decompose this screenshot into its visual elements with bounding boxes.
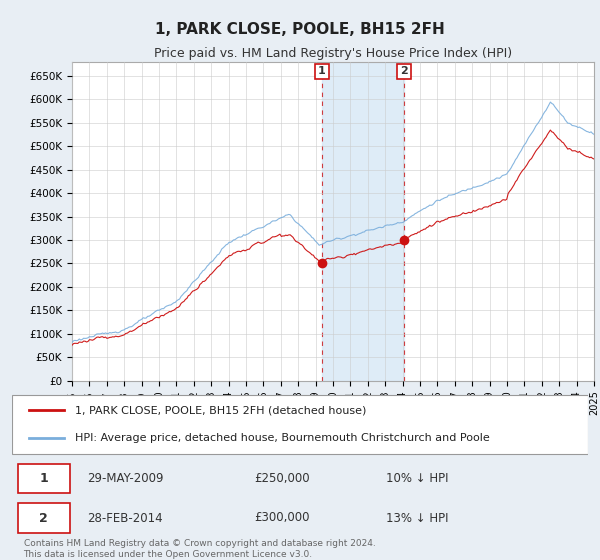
Text: £300,000: £300,000 — [254, 511, 310, 525]
Text: 13% ↓ HPI: 13% ↓ HPI — [386, 511, 449, 525]
Text: HPI: Average price, detached house, Bournemouth Christchurch and Poole: HPI: Average price, detached house, Bour… — [76, 433, 490, 444]
Text: 1: 1 — [318, 67, 326, 76]
Text: 1: 1 — [40, 472, 48, 486]
Text: Contains HM Land Registry data © Crown copyright and database right 2024.: Contains HM Land Registry data © Crown c… — [23, 539, 375, 548]
Text: £250,000: £250,000 — [254, 472, 310, 486]
FancyBboxPatch shape — [18, 503, 70, 533]
Text: 1, PARK CLOSE, POOLE, BH15 2FH (detached house): 1, PARK CLOSE, POOLE, BH15 2FH (detached… — [76, 405, 367, 415]
FancyBboxPatch shape — [12, 395, 588, 454]
Text: 29-MAY-2009: 29-MAY-2009 — [87, 472, 163, 486]
Text: This data is licensed under the Open Government Licence v3.0.: This data is licensed under the Open Gov… — [23, 550, 313, 559]
Text: 2: 2 — [400, 67, 408, 76]
Title: Price paid vs. HM Land Registry's House Price Index (HPI): Price paid vs. HM Land Registry's House … — [154, 48, 512, 60]
FancyBboxPatch shape — [18, 464, 70, 493]
Bar — [322, 62, 404, 381]
Text: 1, PARK CLOSE, POOLE, BH15 2FH: 1, PARK CLOSE, POOLE, BH15 2FH — [155, 22, 445, 38]
Text: 2: 2 — [40, 511, 48, 525]
Text: 28-FEB-2014: 28-FEB-2014 — [87, 511, 163, 525]
Text: 10% ↓ HPI: 10% ↓ HPI — [386, 472, 449, 486]
